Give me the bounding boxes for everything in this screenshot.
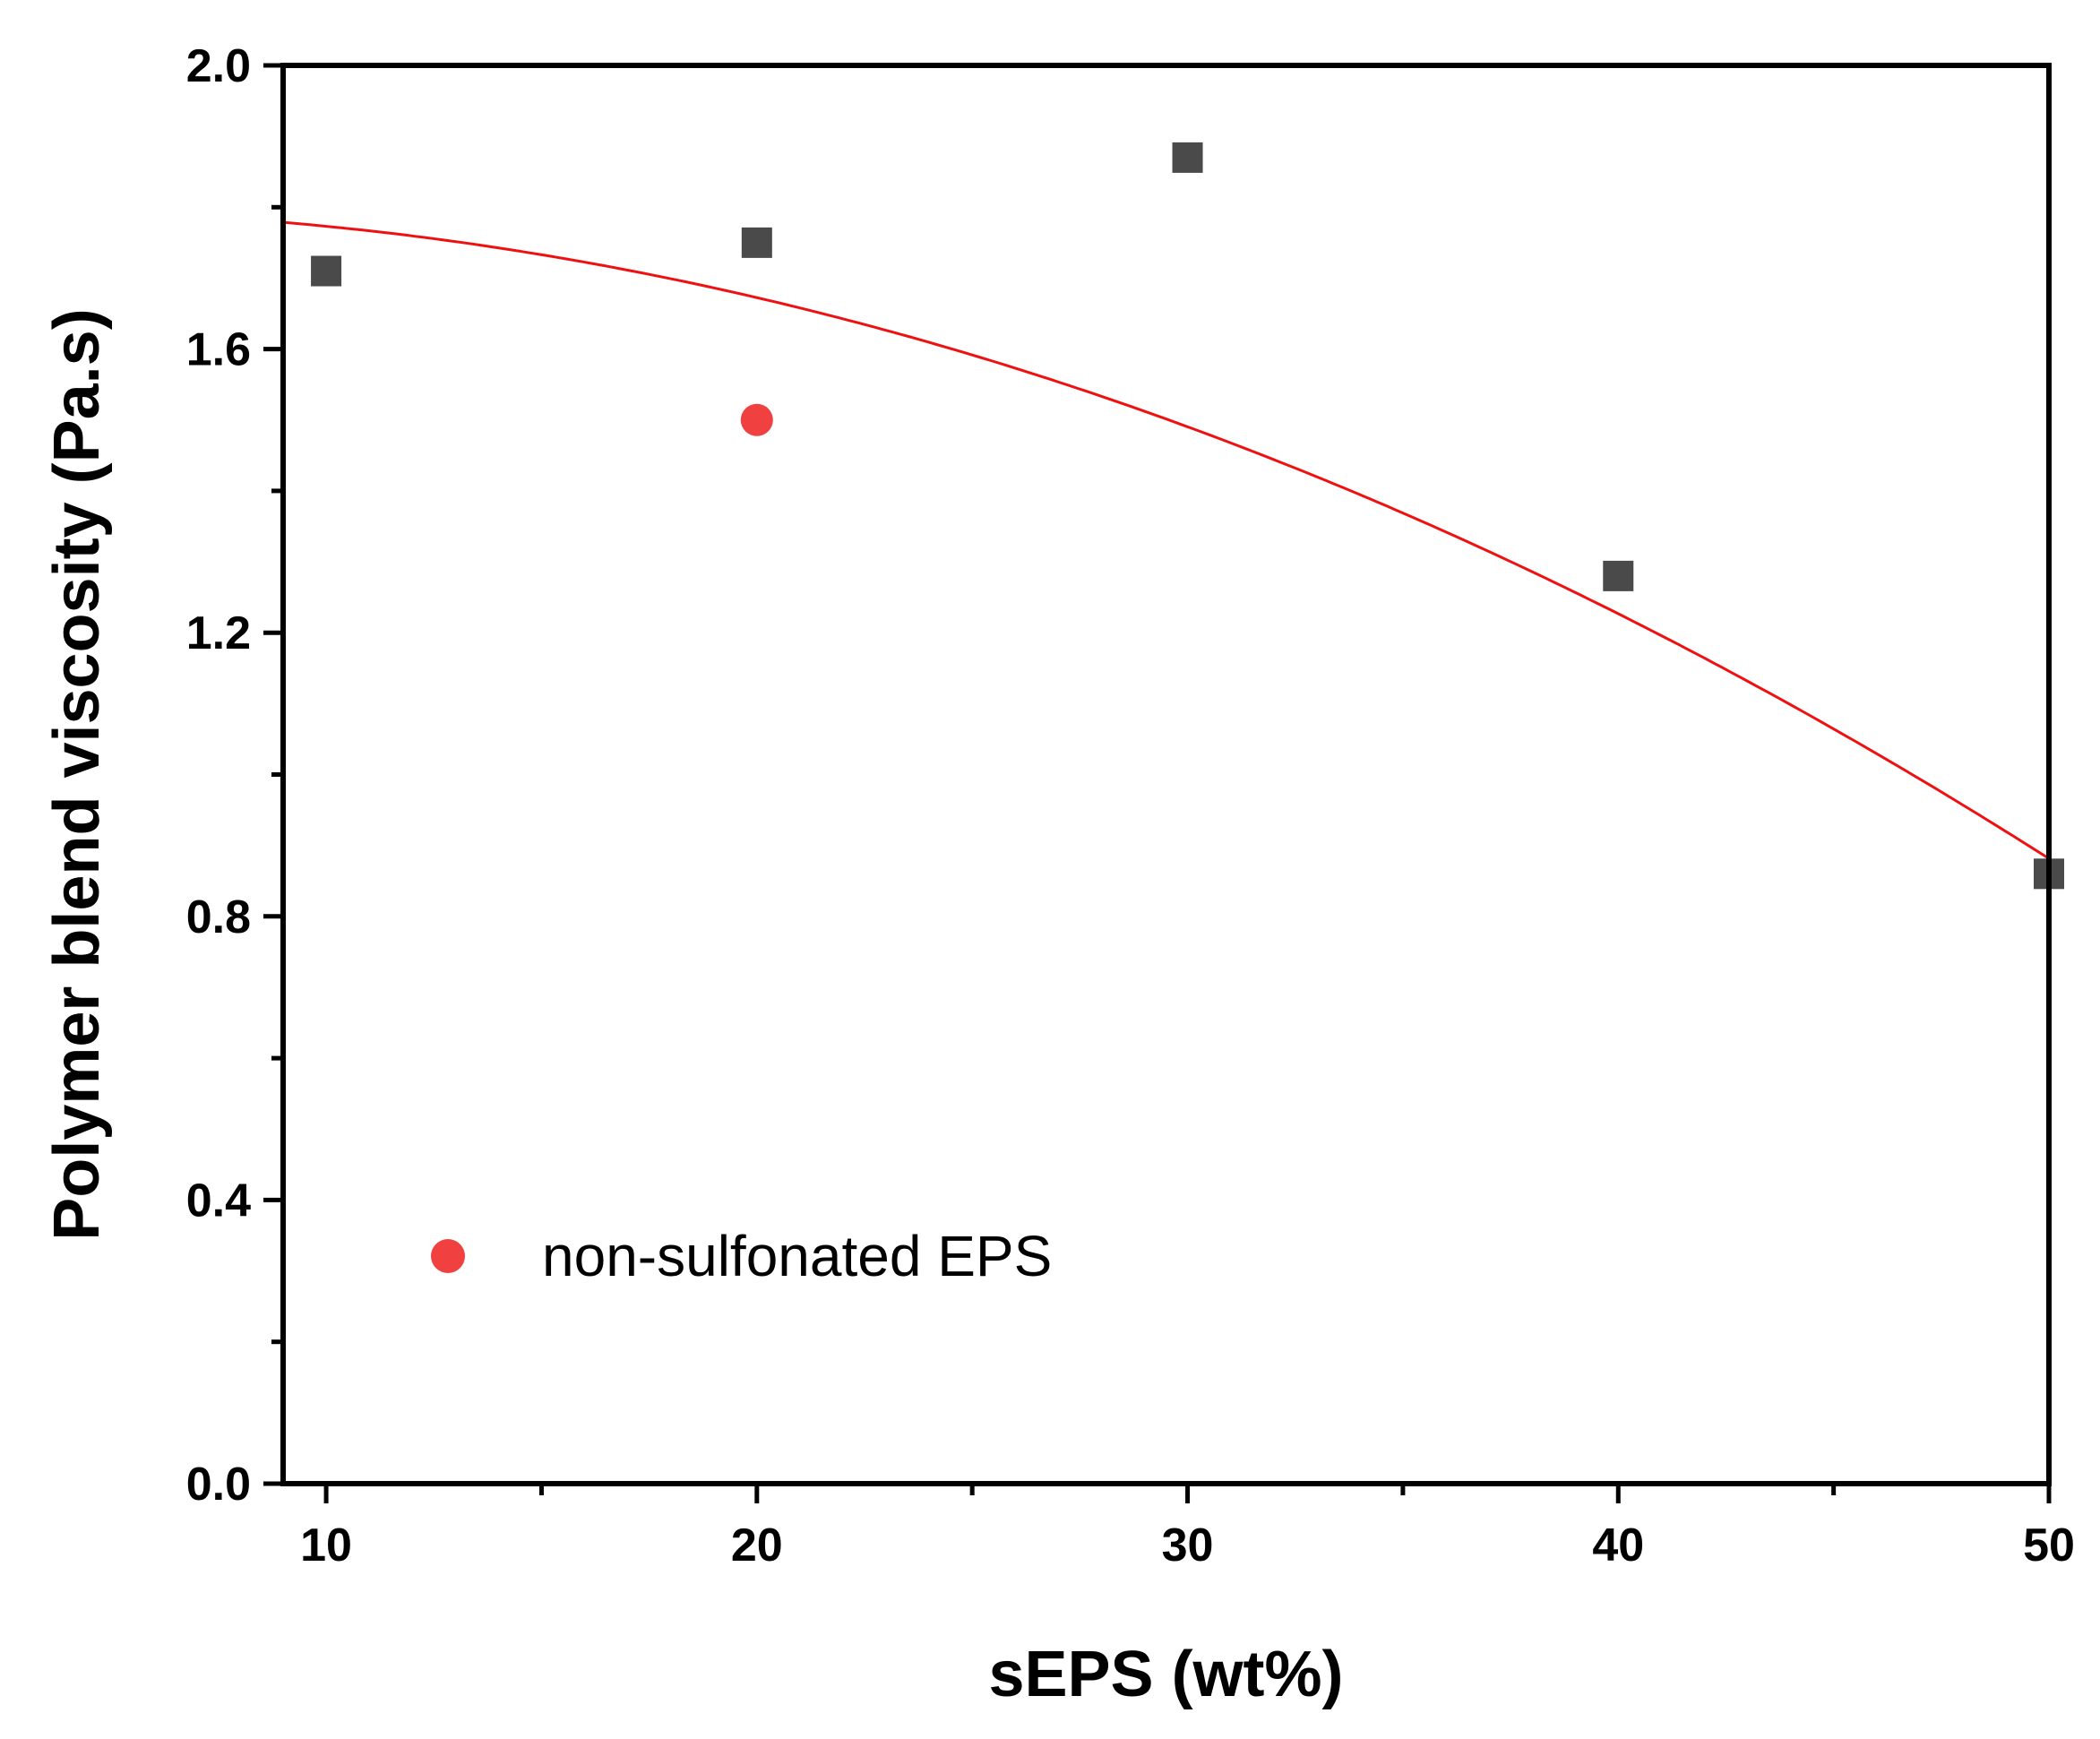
y-tick-label: 0.4 (186, 1175, 251, 1227)
y-tick-label: 1.6 (186, 324, 251, 376)
x-tick-label: 10 (300, 1519, 352, 1571)
x-tick-label: 20 (731, 1519, 783, 1571)
data-point-circle (740, 403, 773, 436)
y-tick-label: 0.0 (186, 1459, 251, 1511)
legend-label-non-sulfonated: non-sulfonated EPS (542, 1224, 1052, 1288)
data-point-square (741, 227, 772, 258)
data-point-square (311, 255, 342, 287)
x-tick-label: 40 (1592, 1519, 1644, 1571)
y-tick-label: 0.8 (186, 891, 251, 943)
plot-frame (280, 63, 2052, 1486)
legend: non-sulfonated EPS (431, 1224, 1052, 1288)
y-tick-label: 2.0 (186, 40, 251, 92)
tick-labels: 10 20 30 40 50 0.0 0.4 0.8 1.2 1.6 2.0 (186, 40, 2075, 1571)
x-tick-label: 30 (1162, 1519, 1214, 1571)
data-point-square (1172, 142, 1203, 173)
x-axis-title: sEPS (wt%) (988, 1639, 1343, 1710)
y-axis-title: Polymer blend viscosity (Pa.s) (41, 308, 113, 1240)
fit-layer (282, 220, 2050, 860)
data-point-square (1603, 560, 1634, 591)
legend-marker-non-sulfonated (431, 1239, 465, 1273)
fit-curve (282, 220, 2050, 860)
y-tick-label: 1.2 (186, 607, 251, 659)
x-tick-label: 50 (2023, 1519, 2075, 1571)
